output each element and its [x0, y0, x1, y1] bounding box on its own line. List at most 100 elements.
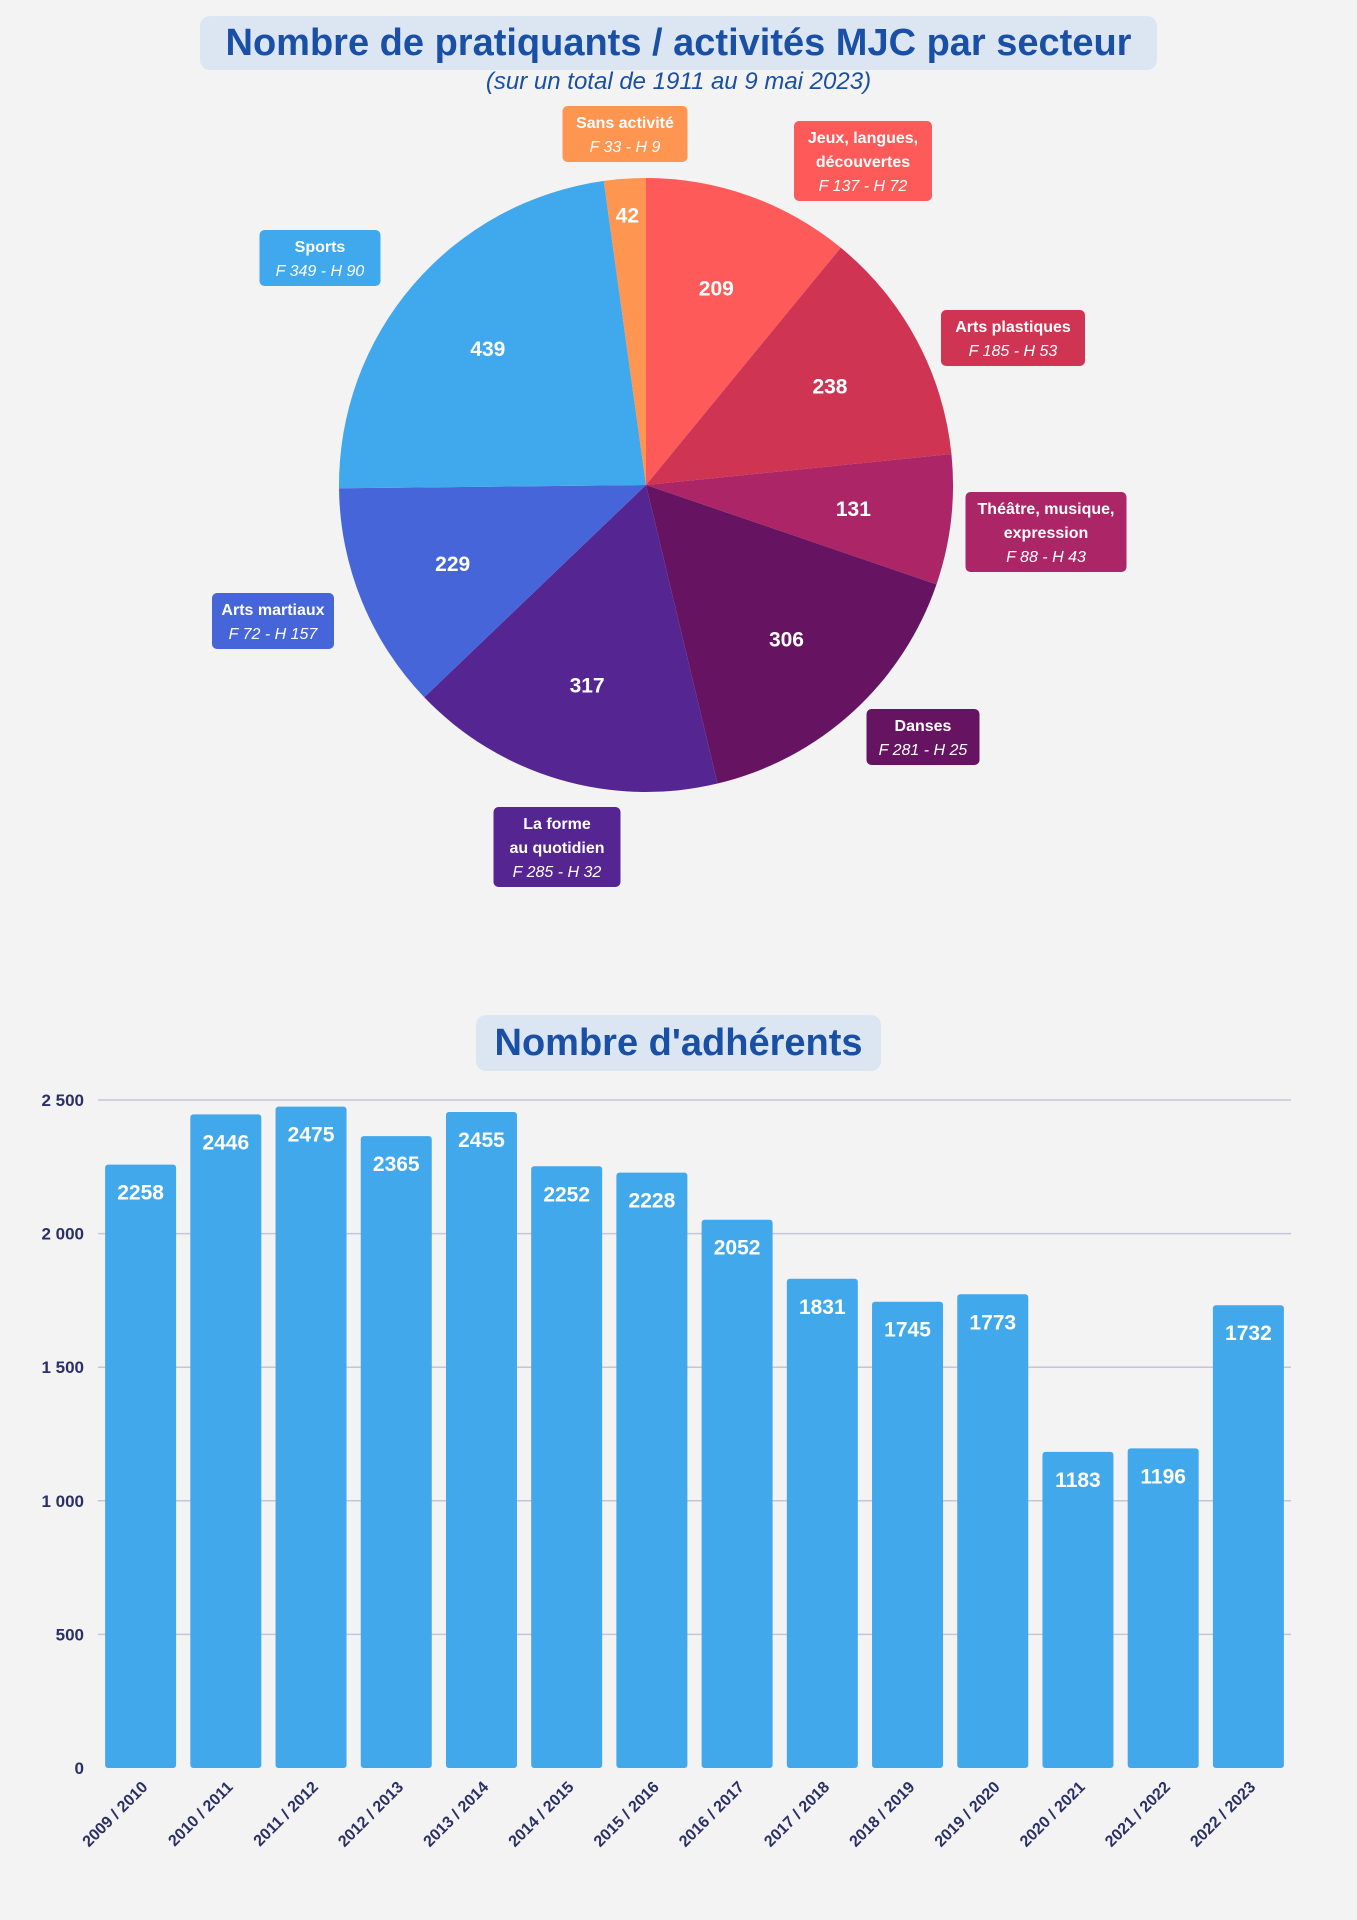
pie-slice [424, 485, 718, 792]
bar-value-label: 2455 [458, 1129, 505, 1152]
bar [531, 1166, 603, 1768]
pie-callout-label: Arts plastiques [955, 319, 1071, 336]
pie-chart-title: Nombre de pratiquants / activités MJC pa… [200, 16, 1157, 70]
pie-slice-value: 209 [699, 277, 734, 300]
bar [957, 1294, 1029, 1768]
bar [616, 1172, 688, 1768]
pie-callout: Sports F 349 - H 90 [259, 230, 381, 286]
bar-value-label: 1745 [884, 1319, 931, 1342]
bar [105, 1164, 177, 1768]
x-tick-label: 2010 / 2011 [165, 1779, 236, 1850]
pie-callout-detail: F 285 - H 32 [513, 864, 602, 881]
pie-slice [338, 180, 646, 489]
pie-callout-label: au quotidien [509, 840, 604, 857]
pie-callout-detail: F 281 - H 25 [879, 742, 968, 759]
pie-callout: Arts martiaux F 72 - H 157 [212, 593, 334, 649]
bar [701, 1219, 773, 1768]
pie-callout-label: Danses [895, 718, 952, 735]
pie-callout: Théâtre, musique, expression F 88 - H 43 [965, 492, 1127, 572]
x-tick-label: 2018 / 2019 [847, 1779, 919, 1851]
pie-callout-box [562, 106, 688, 162]
pie-callout-detail: F 137 - H 72 [819, 178, 908, 195]
bar [360, 1136, 432, 1768]
bar [190, 1114, 262, 1768]
pie-slice [646, 178, 841, 485]
x-tick-label: 2015 / 2016 [591, 1779, 663, 1851]
pie-slice-value: 306 [769, 628, 804, 651]
pie-callout-box [941, 310, 1085, 366]
pie-slice [603, 178, 646, 485]
pie-chart-subtitle: (sur un total de 1911 au 9 mai 2023) [485, 68, 872, 95]
pie-callout-label: découvertes [816, 154, 910, 171]
pie-chart: 209 238 131 306 317 229 439 42 [338, 178, 953, 792]
bar-chart-title: Nombre d'adhérents [476, 1015, 881, 1071]
pie-slice-value: 238 [812, 375, 847, 398]
bar-value-label: 2228 [629, 1190, 676, 1213]
x-tick-label: 2013 / 2014 [420, 1779, 492, 1851]
pie-callout-detail: F 33 - H 9 [590, 139, 661, 156]
bar-value-label: 1732 [1225, 1322, 1272, 1345]
bar-value-label: 1183 [1055, 1469, 1101, 1492]
x-tick-label: 2009 / 2010 [80, 1779, 152, 1851]
pie-callout-box [212, 593, 334, 649]
pie-callout-label: Jeux, langues, [808, 130, 918, 147]
pie-callout: Jeux, langues, découvertes F 137 - H 72 [794, 121, 932, 201]
pie-callout-box [866, 709, 980, 765]
bar-value-label: 2052 [714, 1237, 761, 1260]
x-tick-label: 2019 / 2020 [932, 1779, 1004, 1851]
pie-slice-value: 229 [435, 553, 470, 576]
pie-slice [646, 454, 953, 585]
bar [445, 1112, 517, 1768]
bar-value-label: 2365 [373, 1153, 420, 1176]
x-tick-label: 2020 / 2021 [1017, 1779, 1089, 1851]
y-tick-label: 1 000 [41, 1492, 84, 1511]
pie-slice-value: 439 [470, 338, 505, 361]
pie-callout-label: Sports [295, 239, 346, 256]
pie-callout-label: La forme [523, 816, 591, 833]
pie-callout-label: expression [1004, 525, 1088, 542]
bar-value-label: 1831 [799, 1296, 846, 1319]
pie-slice [646, 485, 937, 784]
y-tick-label: 2 000 [41, 1225, 84, 1244]
x-tick-label: 2016 / 2017 [676, 1779, 748, 1851]
bar-value-label: 1196 [1140, 1465, 1186, 1488]
pie-slice-value: 317 [570, 674, 605, 697]
bar [872, 1301, 944, 1768]
pie-callout-label: Sans activité [576, 115, 674, 132]
pie-callout-detail: F 349 - H 90 [276, 263, 365, 280]
pie-callout-label: Arts martiaux [221, 602, 324, 619]
pie-callout-detail: F 72 - H 157 [229, 626, 319, 643]
pie-callout-label: Théâtre, musique, [978, 501, 1115, 518]
pie-callout-box [493, 807, 621, 887]
bar [275, 1106, 347, 1768]
bar-value-label: 2252 [543, 1183, 590, 1206]
bar [1127, 1448, 1199, 1768]
bar-value-label: 1773 [969, 1311, 1016, 1334]
x-tick-label: 2011 / 2012 [251, 1779, 322, 1850]
pie-callouts: Jeux, langues, découvertes F 137 - H 72 Art… [212, 106, 1127, 887]
x-tick-label: 2021 / 2022 [1102, 1779, 1174, 1851]
pie-callout: Arts plastiques F 185 - H 53 [941, 310, 1085, 366]
pie-callout-detail: F 185 - H 53 [969, 343, 1058, 360]
x-tick-label: 2022 / 2023 [1187, 1779, 1259, 1851]
bar [786, 1278, 858, 1768]
x-tick-label: 2017 / 2018 [761, 1779, 833, 1851]
pie-slice [339, 485, 646, 698]
pie-callout-box [259, 230, 381, 286]
pie-callout-detail: F 88 - H 43 [1006, 549, 1086, 566]
bar [1212, 1305, 1284, 1768]
bar-value-label: 2475 [288, 1124, 335, 1147]
pie-callout: La forme au quotidien F 285 - H 32 [493, 807, 621, 887]
y-tick-label: 0 [75, 1759, 84, 1778]
pie-slice-value: 131 [836, 498, 871, 521]
pie-slice [646, 247, 952, 485]
y-tick-label: 1 500 [41, 1358, 84, 1377]
pie-callout-box [965, 492, 1127, 572]
bar-value-label: 2258 [117, 1182, 164, 1205]
x-tick-label: 2014 / 2015 [506, 1779, 578, 1851]
pie-slice-value: 42 [616, 204, 639, 227]
bar-value-label: 2446 [202, 1131, 249, 1154]
pie-callout-box [794, 121, 932, 201]
